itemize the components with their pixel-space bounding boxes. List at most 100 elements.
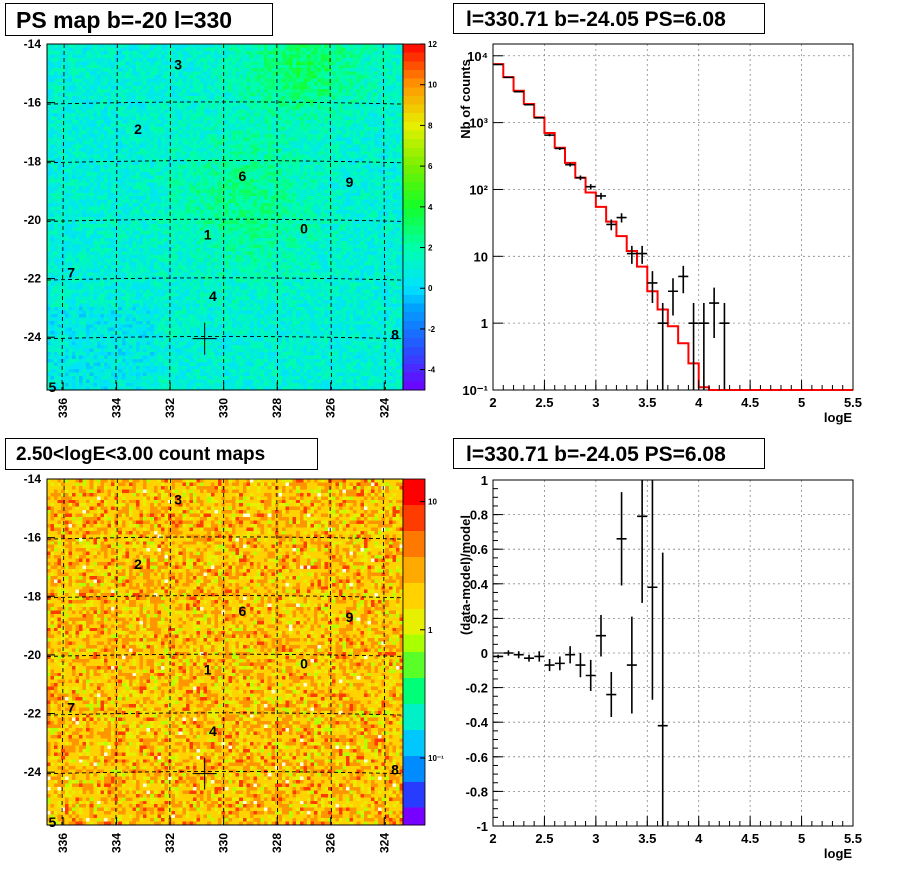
- residual-x-tick-label: 4.5: [741, 831, 759, 846]
- ps-source-label-4: 4: [209, 288, 217, 304]
- cnt-source-label-6: 6: [239, 603, 247, 619]
- spectrum-data-point: [596, 192, 606, 200]
- spectrum-panel: 2 2.5 3 3.5 4 4.5 5 5.5 10⁻¹ 1 10 10² 10³ 10⁴ logE Nb o…: [458, 43, 862, 425]
- ps-x-tick-label: 324: [377, 398, 391, 418]
- ps-source-label-8: 8: [391, 326, 399, 342]
- spectrum-x-tick-label: 5: [798, 395, 805, 410]
- cnt-source-label-9: 9: [346, 609, 354, 625]
- residual-y-tick-label: -0.2: [466, 681, 488, 696]
- residual-data-point: [616, 492, 627, 586]
- spectrum-data-point: [606, 219, 617, 231]
- residual-x-tick-label: 3: [592, 831, 599, 846]
- ps-colorbar-frame: [402, 43, 426, 391]
- residual-data-point: [554, 656, 565, 671]
- spectrum-data-point: [493, 63, 504, 66]
- ps-source-label-5: 5: [48, 379, 56, 395]
- ps-y-tick-label: -22: [24, 272, 42, 286]
- spectrum-y-tick-label: 10³: [469, 116, 488, 131]
- ps-map-cells: [47, 44, 404, 391]
- ps-colorbar-tick-label: 0: [428, 284, 433, 293]
- spectrum-y-axis-label: Nb of counts: [458, 59, 473, 138]
- cnt-colorbar-frame: [402, 478, 426, 826]
- spectrum-y-tick-label: 10⁻¹: [462, 383, 488, 398]
- spectrum-data-point: [678, 265, 689, 294]
- residual-data-point: [513, 651, 524, 659]
- residual-data-point: [647, 480, 658, 700]
- ps-x-tick-label: 330: [217, 398, 231, 418]
- ps-colorbar-tick-label: 10: [428, 81, 437, 90]
- ps-position-marker: [192, 322, 217, 355]
- ps-x-tick-label: 332: [163, 398, 177, 418]
- spectrum-y-tick-label: 10⁴: [467, 49, 488, 64]
- spectrum-y-tick-label: 10: [474, 249, 488, 264]
- cnt-colorbar: [403, 479, 425, 826]
- spectrum-data-point: [626, 245, 637, 264]
- spectrum-x-tick-label: 4.5: [741, 395, 759, 410]
- cnt-source-label-4: 4: [209, 723, 217, 739]
- residual-y-tick-label: 0.6: [470, 542, 488, 557]
- ps-colorbar-tick-label: 8: [428, 121, 433, 130]
- cnt-source-label-7: 7: [67, 700, 75, 716]
- ps-x-tick-label: 326: [324, 398, 338, 418]
- ps-source-label-9: 9: [346, 174, 354, 190]
- ps-x-tick-label: 336: [56, 398, 70, 418]
- cnt-source-label-0: 0: [300, 656, 308, 672]
- residual-x-tick-label: 3.5: [638, 831, 656, 846]
- residual-y-tick-label: -0.4: [466, 715, 489, 730]
- count-map-title: 2.50<logE<3.00 count maps: [5, 438, 318, 470]
- cnt-map-cells: [47, 479, 404, 826]
- cnt-map-grid: [46, 478, 404, 826]
- spectrum-y-tick-label: 10²: [469, 182, 488, 197]
- ps-source-label-6: 6: [239, 168, 247, 184]
- spectrum-data-point: [637, 245, 648, 264]
- cnt-colorbar-tick-label: 10: [428, 498, 437, 507]
- spectrum-data-point: [565, 162, 576, 167]
- spectrum-grid: [493, 44, 853, 390]
- residual-data-point: [503, 650, 514, 656]
- residual-x-tick-label: 5.5: [844, 831, 862, 846]
- residual-data-point: [565, 646, 576, 664]
- cnt-colorbar-tick-label: 10⁻¹: [428, 754, 444, 763]
- ps-y-tick-label: -14: [24, 37, 42, 51]
- residual-data-point: [493, 654, 504, 659]
- spectrum-x-tick-label: 2: [489, 395, 496, 410]
- spectrum-data-point: [657, 303, 668, 390]
- ps-y-tick-label: -18: [24, 154, 42, 168]
- cnt-y-tick-label: -20: [24, 648, 42, 662]
- cnt-source-label-3: 3: [174, 492, 182, 508]
- residual-data-point: [575, 653, 586, 678]
- spectrum-data-point: [554, 147, 565, 150]
- cnt-x-tick-label: 324: [377, 833, 391, 853]
- ps-source-label-2: 2: [134, 121, 142, 137]
- spectrum-data-point: [616, 213, 627, 223]
- residual-data-point: [596, 614, 606, 657]
- residual-y-tick-label: -1: [476, 819, 488, 834]
- residual-x-axis-label: logE: [824, 846, 852, 861]
- residual-y-tick-label: 0: [481, 646, 488, 661]
- residual-title: l=330.71 b=-24.05 PS=6.08: [453, 438, 765, 469]
- ps-y-tick-label: -16: [24, 96, 42, 110]
- spectrum-data-point: [575, 175, 586, 181]
- ps-colorbar-tick-label: 6: [428, 162, 433, 171]
- spectrum-y-tick-label: 1: [481, 316, 488, 331]
- spectrum-data-point: [524, 103, 534, 106]
- cnt-source-label-2: 2: [134, 556, 142, 572]
- ps-x-tick-label: 328: [270, 398, 284, 418]
- residual-y-tick-label: -0.6: [466, 750, 488, 765]
- residual-y-tick-label: -0.8: [466, 784, 488, 799]
- residual-y-tick-label: 0.2: [470, 611, 488, 626]
- ps-map-title: PS map b=-20 l=330: [5, 3, 273, 36]
- cnt-source-label-5: 5: [48, 814, 56, 830]
- spectrum-model-line: [493, 63, 853, 391]
- cnt-x-tick-label: 332: [163, 833, 177, 853]
- spectrum-x-tick-label: 5.5: [844, 395, 862, 410]
- residual-data-point: [637, 480, 648, 603]
- residual-x-tick-label: 2.5: [535, 831, 553, 846]
- spectrum-x-axis-label: logE: [824, 410, 852, 425]
- ps-colorbar-tick-label: 2: [428, 244, 433, 253]
- cnt-y-tick-label: -14: [24, 472, 42, 486]
- spectrum-data-point: [544, 133, 555, 137]
- spectrum-data-point: [513, 90, 524, 93]
- residual-y-tick-label: 0.4: [470, 577, 489, 592]
